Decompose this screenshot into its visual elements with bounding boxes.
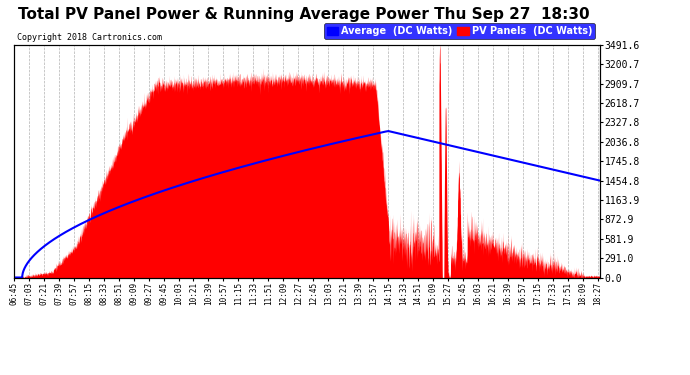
Text: Copyright 2018 Cartronics.com: Copyright 2018 Cartronics.com: [17, 33, 161, 42]
Text: Total PV Panel Power & Running Average Power Thu Sep 27  18:30: Total PV Panel Power & Running Average P…: [18, 8, 589, 22]
Legend: Average  (DC Watts), PV Panels  (DC Watts): Average (DC Watts), PV Panels (DC Watts): [324, 23, 595, 39]
